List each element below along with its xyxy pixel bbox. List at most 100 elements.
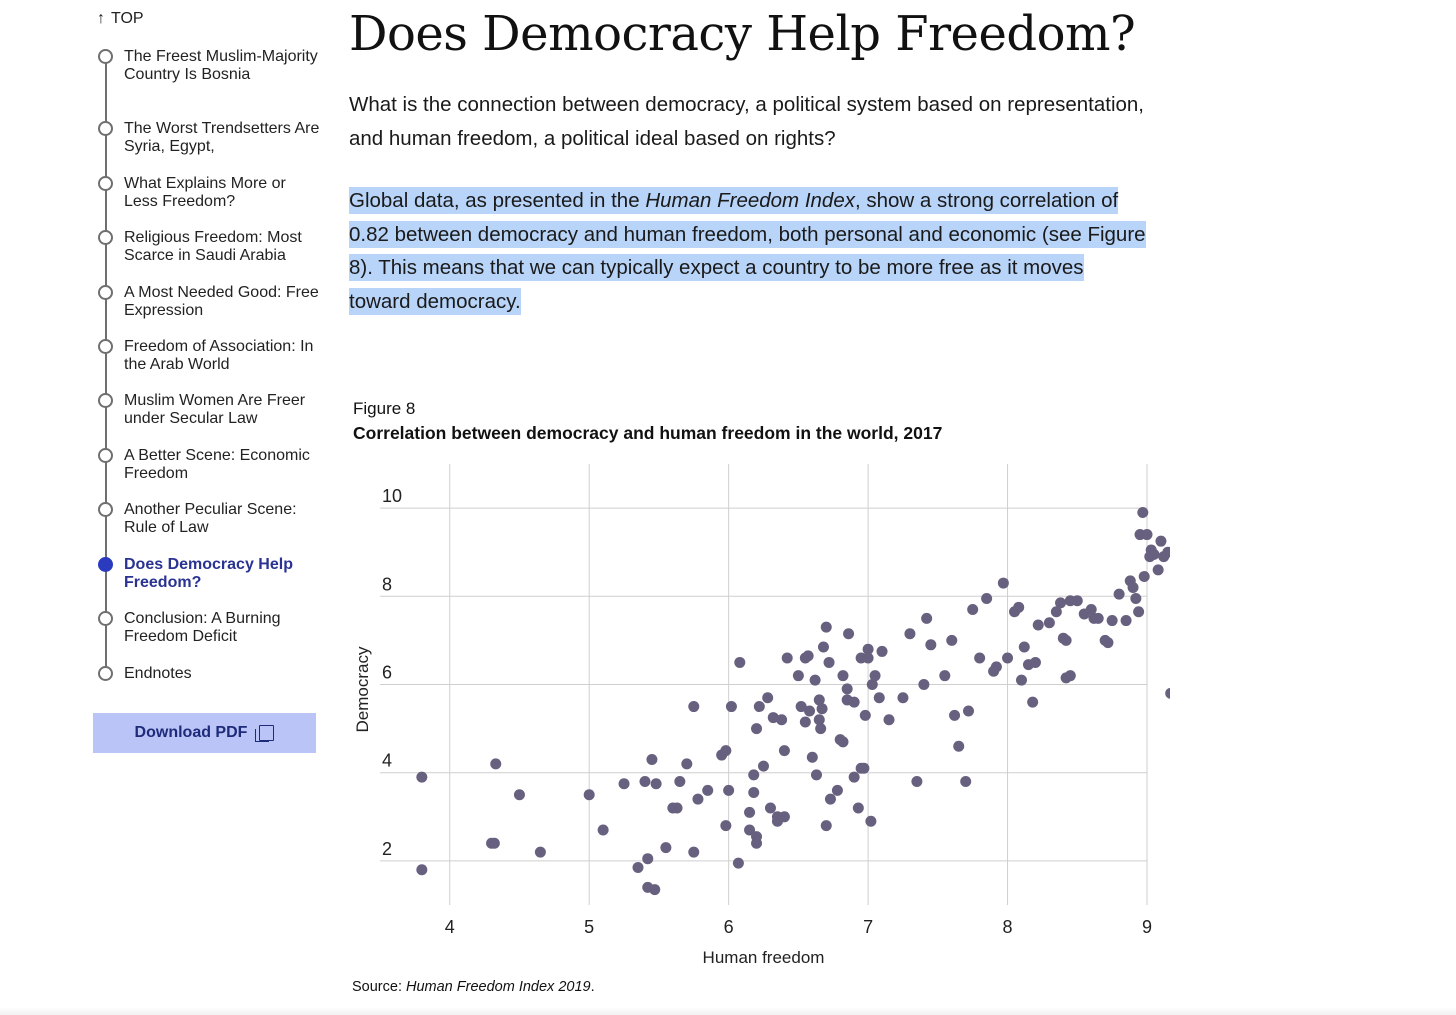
data-point <box>865 815 877 827</box>
data-point <box>1092 612 1104 624</box>
data-point <box>804 705 816 717</box>
data-point <box>534 846 546 858</box>
scatter-chart: 4 5 6 7 8 9 2 4 6 8 10 Human freedom Democracy <box>353 464 1170 967</box>
data-point <box>820 820 832 832</box>
y-tick-label: 2 <box>382 839 392 859</box>
data-point <box>723 784 735 796</box>
data-point <box>862 643 874 655</box>
data-point <box>764 802 776 814</box>
data-point <box>748 769 760 781</box>
y-tick-label: 4 <box>382 751 392 771</box>
x-tick-label: 4 <box>445 917 455 937</box>
data-point <box>688 846 700 858</box>
data-point <box>809 674 821 686</box>
data-point <box>962 705 974 717</box>
toc-item-label: Religious Freedom: Most Scarce in Saudi … <box>124 229 302 264</box>
data-point <box>990 661 1002 673</box>
x-tick-label: 5 <box>584 917 594 937</box>
data-point <box>802 650 814 662</box>
data-point <box>806 751 818 763</box>
data-point <box>725 701 737 713</box>
back-to-top-link[interactable]: ↑ TOP <box>97 10 144 28</box>
toc-item-label: Muslim Women Are Freer under Secular Law <box>124 392 306 427</box>
pdf-icon <box>255 725 275 742</box>
data-point <box>866 679 878 690</box>
table-of-contents: ↑ TOP The Freest Muslim-Majority Country… <box>0 0 330 1015</box>
data-point <box>720 820 732 832</box>
source-prefix: Source: <box>352 979 406 995</box>
back-to-top-label: TOP <box>111 10 144 27</box>
data-point <box>660 842 672 854</box>
data-point <box>837 670 849 682</box>
x-tick-label: 8 <box>1003 917 1013 937</box>
y-tick-label: 10 <box>382 486 402 506</box>
toc-dot-icon <box>98 49 113 64</box>
toc-item-label: What Explains More or Less Freedom? <box>124 175 286 210</box>
data-point <box>674 776 686 788</box>
data-point <box>967 604 979 616</box>
toc-item-label: Freedom of Association: In the Arab Worl… <box>124 338 314 373</box>
toc-item-label: Another Peculiar Scene: Rule of Law <box>124 501 297 536</box>
data-point <box>1055 597 1067 609</box>
data-point <box>1165 687 1170 699</box>
bottom-edge-shadow <box>0 1007 1456 1015</box>
data-point <box>815 723 827 735</box>
data-point <box>799 716 811 728</box>
data-point <box>960 776 972 788</box>
data-point <box>1120 615 1132 627</box>
data-point <box>748 787 760 799</box>
x-tick-label: 7 <box>863 917 873 937</box>
data-point <box>762 692 774 704</box>
toc-dot-icon <box>98 230 113 245</box>
data-point <box>583 789 595 801</box>
data-point <box>732 857 744 869</box>
data-point <box>823 656 835 668</box>
intro-paragraph: What is the connection between democracy… <box>349 93 1144 150</box>
toc-item-label: The Freest Muslim-Majority Country Is Bo… <box>124 48 318 83</box>
data-point <box>946 634 958 646</box>
data-point <box>837 736 849 748</box>
y-axis-label: Democracy <box>353 646 372 732</box>
data-point <box>1137 507 1149 519</box>
data-point <box>1127 581 1139 593</box>
x-tick-label: 6 <box>724 917 734 937</box>
toc-dot-icon <box>98 121 113 136</box>
source-italic: Human Freedom Index 2019 <box>406 979 591 995</box>
toc-dot-icon <box>98 176 113 191</box>
data-point <box>649 884 661 896</box>
download-pdf-button[interactable]: Download PDF <box>93 713 316 753</box>
data-point <box>820 621 832 633</box>
toc-dot-icon <box>98 393 113 408</box>
data-point <box>1085 604 1097 616</box>
figure-title: Correlation between democracy and human … <box>353 423 943 443</box>
x-tick-label: 9 <box>1142 917 1152 937</box>
data-point <box>1113 588 1125 600</box>
data-point <box>981 593 993 605</box>
data-point <box>817 641 829 653</box>
data-point <box>848 771 860 783</box>
toc-dot-icon <box>98 339 113 354</box>
download-pdf-label: Download PDF <box>134 724 248 741</box>
highlighted-paragraph: Global data, as presented in the Human F… <box>349 184 1149 318</box>
data-point <box>650 778 662 790</box>
data-point <box>1018 641 1030 653</box>
data-point <box>751 723 763 735</box>
data-point <box>639 776 651 788</box>
data-point <box>876 645 888 657</box>
data-point <box>642 853 654 865</box>
data-point <box>632 862 644 874</box>
data-point <box>810 769 822 781</box>
toc-item-label: A Most Needed Good: Free Expression <box>124 284 319 319</box>
data-point <box>869 670 881 682</box>
data-point <box>1060 634 1072 646</box>
toc-dot-icon <box>98 502 113 517</box>
data-point <box>843 628 855 640</box>
data-point <box>692 793 704 805</box>
figure-source: Source: Human Freedom Index 2019. <box>352 979 595 995</box>
data-point <box>897 692 909 704</box>
data-point <box>1002 652 1014 664</box>
data-point <box>1148 548 1160 560</box>
data-point <box>858 762 870 774</box>
data-point <box>753 701 765 713</box>
data-point <box>681 758 693 770</box>
